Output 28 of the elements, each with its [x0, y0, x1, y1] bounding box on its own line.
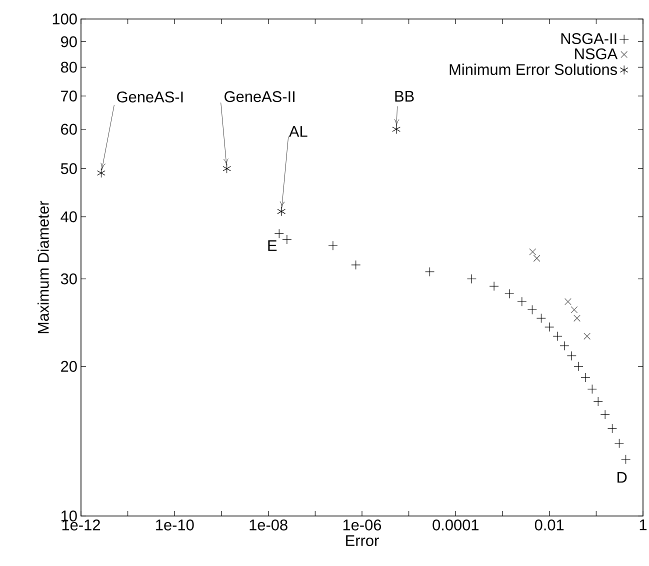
x-tick-label: 0.01: [534, 520, 564, 530]
legend-label: NSGA-II: [561, 33, 616, 44]
y-tick-label: 100: [52, 14, 77, 24]
y-tick-label: 30: [60, 273, 77, 284]
y-axis-title: Maximum Diameter: [38, 200, 49, 334]
x-axis-title: Error: [346, 535, 379, 546]
annotation: AL: [288, 126, 308, 137]
annotation: GeneAS-II: [224, 91, 294, 102]
y-tick-label: 50: [60, 163, 77, 174]
annotation: BB: [395, 90, 414, 102]
y-tick-label: 10: [61, 510, 77, 522]
x-tick-label: 1e-10: [156, 520, 194, 530]
x-tick-label: 1e-06: [343, 520, 382, 530]
y-tick-label: 80: [60, 62, 77, 73]
legend-label: Minimum Error Solutions: [450, 64, 618, 75]
legend-label: NSGA: [575, 48, 618, 60]
x-tick-label: 1e-12: [62, 520, 100, 530]
y-tick-label: 60: [61, 124, 77, 135]
annotation: E: [268, 240, 277, 251]
y-tick-label: 20: [61, 360, 77, 372]
x-tick-label: 1: [640, 520, 647, 530]
y-tick-label: 70: [61, 90, 77, 102]
x-tick-label: 1e-08: [250, 520, 288, 530]
y-tick-label: 90: [61, 36, 77, 48]
annotation: D: [618, 472, 627, 483]
x-tick-label: 0.0001: [432, 520, 479, 530]
y-tick-label: 40: [60, 211, 77, 222]
annotation: GeneAS-I: [117, 92, 183, 102]
